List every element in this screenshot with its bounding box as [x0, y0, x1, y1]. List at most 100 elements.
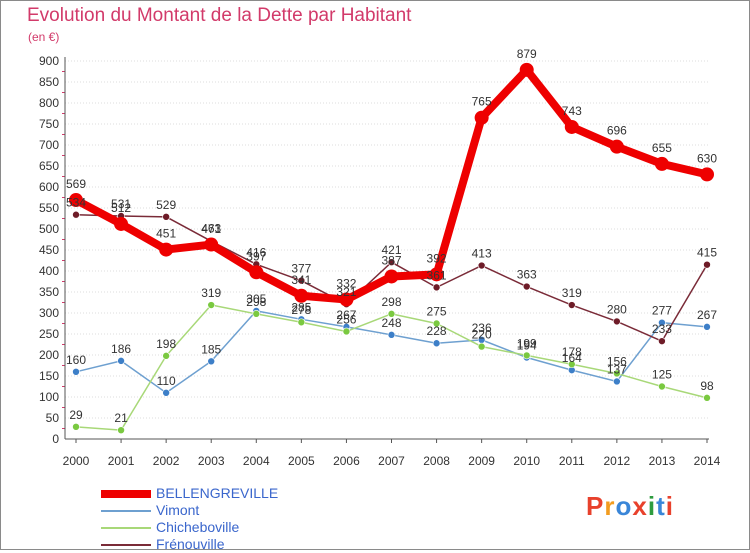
data-label: 233	[652, 322, 672, 336]
data-point	[658, 382, 666, 391]
data-label: 198	[156, 337, 176, 351]
data-label: 765	[472, 95, 492, 109]
data-label: 178	[562, 345, 582, 359]
y-tick-label: 650	[39, 159, 59, 173]
axes: 0 50 100 150 200 250 300 350 400 450 500 550 600 650 7…	[39, 54, 721, 468]
data-point	[162, 388, 170, 397]
y-tick-label: 250	[39, 327, 59, 341]
data-label: 185	[201, 342, 221, 356]
data-point	[207, 301, 216, 309]
data-label: 256	[336, 312, 356, 326]
y-tick-label: 700	[39, 138, 59, 152]
logo-letter: i	[647, 491, 657, 521]
x-tick-label: 2012	[604, 454, 631, 468]
data-label: 413	[472, 247, 492, 261]
legend-label: BELLENGREVILLE	[156, 485, 279, 501]
data-label: 630	[697, 151, 717, 165]
logo-letter: P	[586, 491, 605, 521]
legend-swatch	[101, 490, 151, 498]
data-label: 421	[381, 243, 401, 257]
logo-letter: t	[656, 491, 666, 521]
x-tick-label: 2011	[559, 454, 585, 468]
data-label: 377	[291, 262, 311, 276]
data-label: 98	[700, 379, 714, 393]
data-label: 387	[381, 253, 401, 267]
data-label: 280	[607, 302, 627, 316]
data-point	[654, 156, 669, 171]
data-label: 137	[607, 362, 627, 376]
data-label: 463	[201, 222, 221, 236]
data-label: 267	[336, 308, 356, 322]
data-point	[432, 283, 441, 292]
y-tick-label: 150	[39, 369, 59, 383]
data-label: 319	[201, 286, 221, 300]
data-label: 531	[111, 197, 131, 211]
data-label: 743	[562, 104, 582, 118]
data-label: 879	[517, 47, 537, 61]
data-label: 248	[381, 316, 401, 330]
data-point	[72, 423, 80, 431]
data-point	[703, 394, 711, 402]
data-point	[69, 193, 83, 208]
data-label: 275	[427, 305, 447, 319]
grid-lines	[65, 60, 709, 419]
data-point	[204, 237, 219, 252]
y-tick-label: 450	[39, 243, 59, 257]
data-label: 305	[246, 292, 266, 306]
data-label: 278	[291, 303, 311, 317]
data-point	[700, 167, 714, 182]
data-label: 361	[427, 268, 447, 282]
data-point	[162, 352, 170, 360]
data-point	[162, 213, 170, 221]
data-point	[613, 377, 621, 386]
y-tick-label: 900	[39, 54, 59, 68]
data-label: 332	[336, 277, 356, 291]
x-tick-label: 2006	[333, 454, 360, 468]
data-label: 285	[291, 300, 311, 314]
data-point	[387, 258, 396, 266]
data-point	[658, 337, 666, 345]
legend-label: Vimont	[156, 502, 200, 518]
data-label: 397	[246, 249, 266, 263]
data-label: 110	[157, 374, 176, 388]
data-point	[477, 261, 486, 270]
data-label: 341	[291, 273, 311, 287]
y-tick-label: 750	[39, 117, 59, 131]
y-tick-label: 550	[39, 201, 59, 215]
data-point	[432, 319, 441, 328]
data-point	[613, 317, 621, 326]
x-tick-label: 2007	[378, 454, 405, 468]
data-point	[477, 342, 486, 351]
data-point	[72, 367, 80, 376]
x-tick-label: 2004	[243, 454, 270, 468]
data-label: 319	[562, 286, 582, 300]
data-label: 186	[111, 342, 131, 356]
legend-swatch	[101, 527, 151, 529]
data-label: 125	[652, 368, 672, 382]
chart-subtitle: (en €)	[28, 30, 60, 44]
data-label: 416	[246, 245, 266, 259]
data-label: 471	[201, 222, 221, 236]
legend-swatch	[101, 544, 151, 546]
data-label: 160	[66, 353, 86, 367]
data-point	[429, 267, 444, 282]
y-tick-label: 200	[39, 348, 59, 362]
data-label: 696	[607, 124, 627, 138]
x-tick-label: 2014	[694, 454, 721, 468]
y-tick-label: 600	[39, 180, 59, 194]
y-tick-label: 400	[39, 264, 59, 278]
x-tick-label: 2001	[108, 454, 135, 468]
data-point	[658, 318, 666, 327]
data-point	[613, 369, 621, 378]
logo-letter: o	[615, 491, 633, 521]
y-tick-label: 850	[39, 75, 59, 89]
data-point	[342, 327, 351, 336]
data-label: 529	[156, 198, 176, 212]
data-point	[339, 292, 354, 307]
y-tick-label: 350	[39, 285, 59, 299]
data-point	[117, 426, 125, 434]
data-point	[297, 318, 306, 327]
data-labels: 569 512 451 463 397 341 332 387 392 765 879 743 696 6…	[66, 47, 717, 425]
data-point	[117, 357, 125, 365]
data-label: 29	[69, 408, 83, 422]
